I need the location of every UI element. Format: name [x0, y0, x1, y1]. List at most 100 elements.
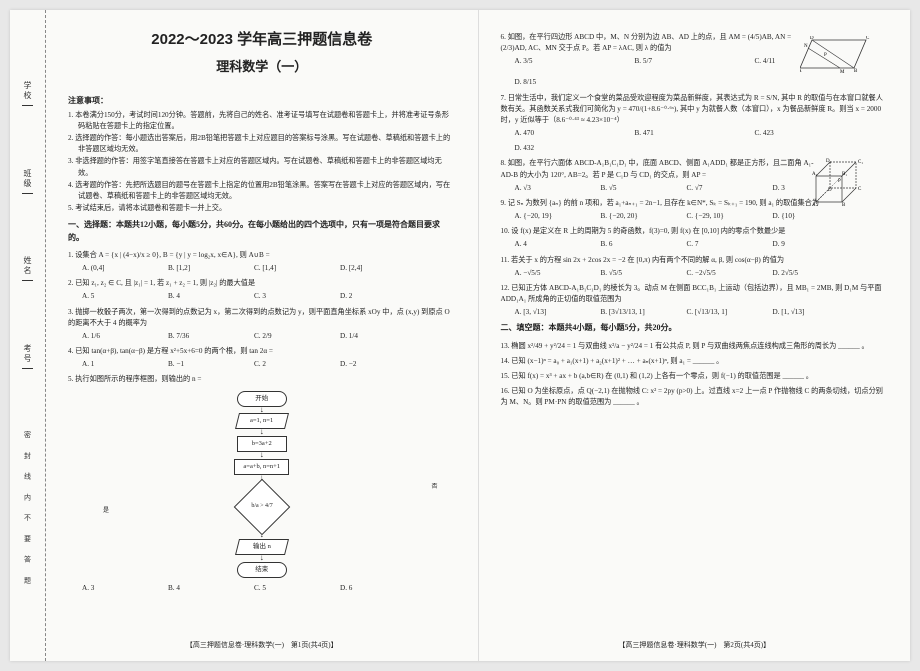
- q3-opt-c: C. 2/9: [254, 331, 314, 342]
- q3-options: A. 1/6 B. 7/36 C. 2/9 D. 1/4: [82, 331, 456, 342]
- instruction-item: 2. 选择题的作答：每小题选出答案后，用2B铅笔把答题卡上对应题目的答案标号涂黑…: [78, 133, 456, 155]
- q8-opt-b: B. √5: [601, 183, 661, 194]
- section2-heading: 二、填空题：本题共4小题，每小题5分，共20分。: [501, 322, 889, 334]
- question-2: 2. 已知 z₁, z₂ ∈ C, 且 |z₁| = 1, 若 z₁ + z₂ …: [68, 278, 456, 302]
- page-1-footer: 【高三押题信息卷·理科数学(一) 第1页(共4页)】: [68, 636, 456, 651]
- q10-opt-a: A. 4: [515, 239, 575, 250]
- instructions-heading: 注意事项：: [68, 95, 456, 107]
- flowchart: 开始 ↓ a=1, n=1 ↓ b=3a+2 ↓ a=a+b, n=n+1 ↓ …: [202, 390, 322, 579]
- page-2: 6. 如图，在平行四边形 ABCD 中，M、N 分别为边 AB、AD 上的点，且…: [479, 10, 911, 661]
- q2-stem: 2. 已知 z₁, z₂ ∈ C, 且 |z₁| = 1, 若 z₁ + z₂ …: [68, 278, 456, 289]
- section1-heading: 一、选择题：本题共12小题，每小题5分，共60分。在每小题给出的四个选项中，只有…: [68, 219, 456, 244]
- svg-text:C: C: [858, 187, 862, 192]
- q7-options: A. 470 B. 471 C. 423 D. 432: [515, 128, 889, 154]
- flow-init: a=1, n=1: [235, 413, 289, 429]
- q1-opt-c: C. [1,4]: [254, 263, 314, 274]
- q11-opt-c: C. −2√5/5: [687, 268, 747, 279]
- flow-end: 结束: [237, 562, 287, 578]
- svg-text:D: D: [828, 188, 832, 193]
- flow-yes-label: 是: [103, 507, 109, 516]
- q3-opt-d: D. 1/4: [340, 331, 400, 342]
- question-14: 14. 已知 (x−1)ⁿ = a₀ + a₁(x+1) + a₂(x+1)² …: [501, 356, 889, 367]
- q2-opt-c: C. 3: [254, 291, 314, 302]
- q9-opt-a: A. {−20, 19}: [515, 211, 575, 222]
- exam-subtitle: 理科数学（一）: [68, 57, 456, 77]
- flow-arrow-icon: ↓: [260, 408, 264, 413]
- q2-opt-a: A. 5: [82, 291, 142, 302]
- question-5: 5. 执行如图所示的程序框图，则输出的 n = 开始 ↓ a=1, n=1 ↓ …: [68, 374, 456, 593]
- q5-opt-c: C. 5: [254, 583, 314, 594]
- q6-opt-a: A. 3/5: [515, 56, 575, 67]
- q5-opt-d: D. 6: [340, 583, 400, 594]
- q12-opt-b: B. [3√13/13, 1]: [601, 307, 661, 318]
- instructions-list: 1. 本卷满分150分，考试时间120分钟。答题前，先将自己的姓名、准考证号填写…: [68, 110, 456, 215]
- q10-options: A. 4 B. 6 C. 7 D. 9: [515, 239, 889, 250]
- instruction-item: 1. 本卷满分150分，考试时间120分钟。答题前，先将自己的姓名、准考证号填写…: [78, 110, 456, 132]
- question-7: 7. 日常生活中，我们定义一个食堂的菜品受欢迎程度为菜品新鲜度，其表达式为 R …: [501, 93, 889, 155]
- flow-arrow-icon: ↓: [260, 453, 264, 458]
- flow-no-label: 否: [431, 483, 437, 492]
- q4-options: A. 1 B. −1 C. 2 D. −2: [82, 359, 456, 370]
- q1-stem: 1. 设集合 A = {x | (4−x)/x ≥ 0}, B = {y | y…: [68, 250, 456, 261]
- q5-opt-b: B. 4: [168, 583, 228, 594]
- question-15: 15. 已知 f(x) = x³ + ax + b (a,b∈R) 在 (0,1…: [501, 371, 889, 382]
- binding-label-id: 考号: [22, 344, 33, 369]
- q5-stem: 5. 执行如图所示的程序框图，则输出的 n =: [68, 374, 456, 385]
- q2-options: A. 5 B. 4 C. 3 D. 2: [82, 291, 456, 302]
- q12-opt-c: C. [√13/13, 1]: [687, 307, 747, 318]
- svg-text:N: N: [804, 44, 808, 49]
- binding-label-class: 班级: [22, 169, 33, 194]
- svg-text:C: C: [866, 36, 870, 41]
- flow-decision: b/a > 4/7: [233, 479, 290, 536]
- q7-opt-c: C. 423: [755, 128, 815, 139]
- svg-text:A: A: [800, 69, 802, 74]
- q9-opt-d: D. {10}: [773, 211, 833, 222]
- svg-text:D: D: [810, 36, 814, 41]
- q7-stem: 7. 日常生活中，我们定义一个食堂的菜品受欢迎程度为菜品新鲜度，其表达式为 R …: [501, 93, 889, 126]
- q11-stem: 11. 若关于 x 的方程 sin 2x + 2cos 2x = −2 在 [0…: [501, 255, 889, 266]
- question-3: 3. 抛掷一枚骰子两次，第一次得到的点数记为 x，第二次得到的点数记为 y，则平…: [68, 307, 456, 342]
- question-4: 4. 已知 tan(α+β), tan(α−β) 是方程 x²+5x+6=0 的…: [68, 346, 456, 370]
- q2-opt-b: B. 4: [168, 291, 228, 302]
- q12-stem: 12. 已知正方体 ABCD-A₁B₁C₁D₁ 的棱长为 3。动点 M 在侧面 …: [501, 283, 889, 305]
- question-1: 1. 设集合 A = {x | (4−x)/x ≥ 0}, B = {y | y…: [68, 250, 456, 274]
- binding-label-name: 姓名: [22, 256, 33, 281]
- binding-margin: 学校 班级 姓名 考号 密 封 线 内 不 要 答 题: [10, 10, 46, 661]
- q3-stem: 3. 抛掷一枚骰子两次，第一次得到的点数记为 x，第二次得到的点数记为 y，则平…: [68, 307, 456, 329]
- q1-opt-a: A. (0,4]: [82, 263, 142, 274]
- flow-output: 输出 n: [235, 539, 289, 555]
- page-2-footer: 【高三押题信息卷·理科数学(一) 第2页(共4页)】: [501, 636, 889, 651]
- q12-options: A. [3, √13] B. [3√13/13, 1] C. [√13/13, …: [515, 307, 889, 318]
- instruction-item: 3. 非选择题的作答：用签字笔直接答在答题卡上对应的答题区域内。写在试题卷、草稿…: [78, 156, 456, 178]
- q12-opt-a: A. [3, √13]: [515, 307, 575, 318]
- q7-opt-d: D. 432: [515, 143, 575, 154]
- svg-text:M: M: [840, 70, 845, 74]
- q4-opt-c: C. 2: [254, 359, 314, 370]
- question-12: 12. 已知正方体 ABCD-A₁B₁C₁D₁ 的棱长为 3。动点 M 在侧面 …: [501, 283, 889, 318]
- svg-text:B: B: [854, 69, 858, 74]
- q8-opt-c: C. √7: [687, 183, 747, 194]
- q11-options: A. −√5/5 B. √5/5 C. −2√5/5 D. 2√5/5: [515, 268, 889, 279]
- svg-text:A: A: [812, 203, 816, 208]
- svg-text:A₁: A₁: [812, 172, 818, 177]
- flow-arrow-icon: ↓: [260, 430, 264, 435]
- q3-opt-b: B. 7/36: [168, 331, 228, 342]
- q9-options: A. {−20, 19} B. {−20, 20} C. {−29, 10} D…: [515, 211, 889, 222]
- q10-opt-c: C. 7: [687, 239, 747, 250]
- q10-stem: 10. 设 f(x) 是定义在 R 上的周期为 5 的奇函数，f(3)=0, 则…: [501, 226, 889, 237]
- svg-text:C₁: C₁: [858, 160, 863, 165]
- binding-label-school: 学校: [22, 81, 33, 106]
- q8-opt-a: A. √3: [515, 183, 575, 194]
- question-13: 13. 椭圆 x²/49 + y²/24 = 1 与双曲线 x²/a − y²/…: [501, 341, 889, 352]
- q2-opt-d: D. 2: [340, 291, 400, 302]
- question-6: 6. 如图，在平行四边形 ABCD 中，M、N 分别为边 AB、AD 上的点，且…: [501, 32, 889, 89]
- svg-text:B₁: B₁: [842, 172, 847, 177]
- q4-opt-d: D. −2: [340, 359, 400, 370]
- q11-opt-d: D. 2√5/5: [773, 268, 833, 279]
- q4-opt-b: B. −1: [168, 359, 228, 370]
- exam-title: 2022～2023 学年高三押题信息卷: [68, 28, 456, 51]
- question-11: 11. 若关于 x 的方程 sin 2x + 2cos 2x = −2 在 [0…: [501, 255, 889, 279]
- instruction-item: 5. 考试结束后，请将本试题卷和答题卡一并上交。: [78, 203, 456, 214]
- q4-stem: 4. 已知 tan(α+β), tan(α−β) 是方程 x²+5x+6=0 的…: [68, 346, 456, 357]
- question-10: 10. 设 f(x) 是定义在 R 上的周期为 5 的奇函数，f(3)=0, 则…: [501, 226, 889, 250]
